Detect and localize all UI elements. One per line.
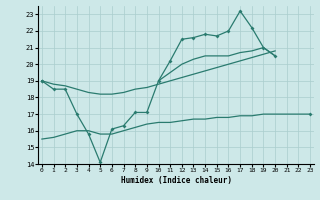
X-axis label: Humidex (Indice chaleur): Humidex (Indice chaleur)	[121, 176, 231, 185]
